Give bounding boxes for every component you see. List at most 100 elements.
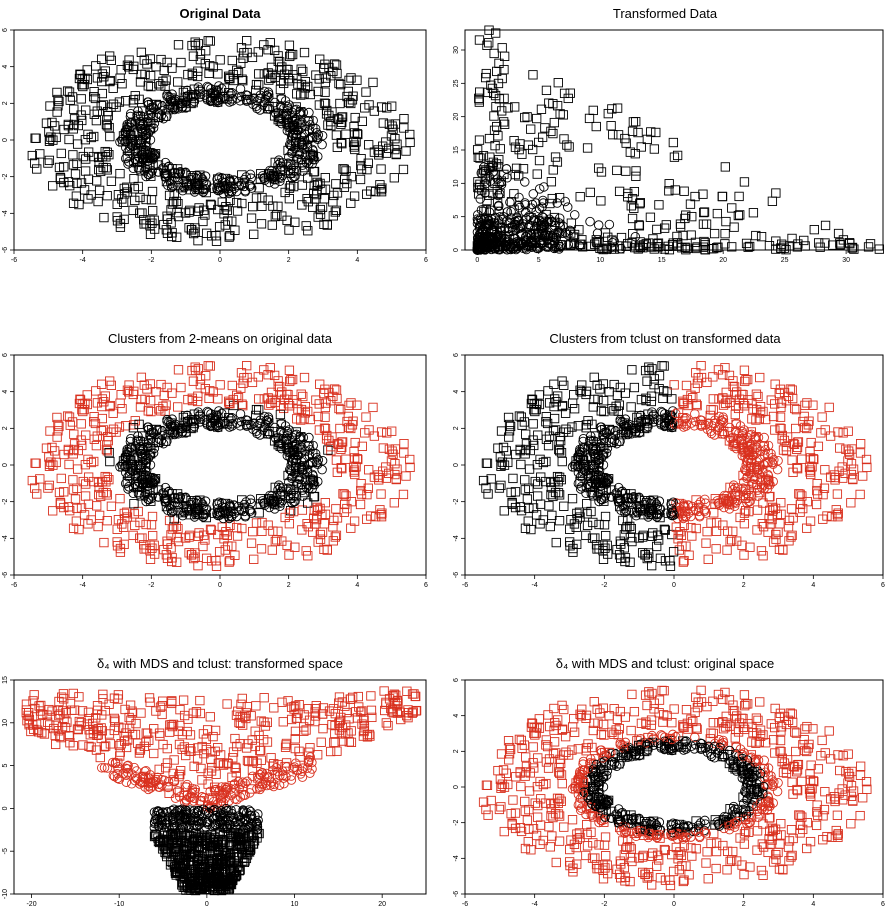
data-point-square <box>703 554 713 564</box>
data-point-square <box>167 721 177 732</box>
data-point-square <box>284 365 295 375</box>
data-point-circle <box>200 183 211 194</box>
data-point-square <box>472 145 483 155</box>
data-point-square <box>545 198 555 209</box>
data-point-circle <box>578 467 588 477</box>
data-point-square <box>503 103 513 113</box>
data-point-square <box>717 191 727 202</box>
chart-title: Clusters from tclust on transformed data <box>549 331 781 346</box>
data-point-square <box>141 544 151 554</box>
data-point-square <box>783 391 794 402</box>
data-point-circle <box>298 166 308 176</box>
data-point-square <box>376 509 386 520</box>
data-point-square <box>44 155 55 166</box>
data-point-circle <box>611 438 622 449</box>
data-point-circle <box>234 180 244 191</box>
x-tick-label: 4 <box>811 582 815 589</box>
data-point-circle <box>305 752 316 762</box>
data-point-square <box>81 430 91 440</box>
data-point-square <box>811 499 822 510</box>
data-point-square <box>601 530 611 541</box>
data-point-circle <box>212 421 222 431</box>
y-tick-label: -6 <box>2 572 9 578</box>
data-point-circle <box>553 239 564 249</box>
data-point-square <box>270 72 280 83</box>
data-point-square <box>222 205 232 215</box>
data-point-circle <box>168 181 178 191</box>
data-point-circle <box>194 805 204 816</box>
data-point-circle <box>617 486 628 497</box>
data-point-square <box>27 475 37 486</box>
data-point-square <box>567 422 577 432</box>
data-point-circle <box>214 497 224 507</box>
data-point-square <box>142 728 153 738</box>
data-point-circle <box>592 228 603 239</box>
data-point-square <box>320 99 331 109</box>
data-point-square <box>99 212 109 223</box>
data-point-square <box>54 487 65 498</box>
data-point-square <box>846 498 856 508</box>
data-point-square <box>478 475 489 486</box>
data-point-square <box>553 391 563 401</box>
data-point-circle <box>152 99 163 110</box>
data-point-square <box>299 414 309 424</box>
data-point-circle <box>260 94 271 104</box>
data-point-square <box>278 403 289 414</box>
x-tick-label: 10 <box>596 257 604 264</box>
data-point-square <box>664 186 674 196</box>
data-point-circle <box>138 132 148 143</box>
data-point-square <box>68 485 79 495</box>
data-point-square <box>320 412 330 422</box>
data-point-square <box>178 695 189 705</box>
data-point-square <box>144 735 154 745</box>
data-point-square <box>187 68 197 78</box>
data-point-square <box>337 139 347 149</box>
data-point-circle <box>127 466 138 476</box>
data-point-circle <box>753 491 763 501</box>
data-point-square <box>59 124 69 135</box>
data-point-circle <box>741 460 752 470</box>
data-point-square <box>614 186 625 197</box>
data-point-circle <box>163 487 173 497</box>
data-point-circle <box>654 496 665 506</box>
data-point-circle <box>133 431 143 441</box>
data-point-square <box>68 741 78 751</box>
data-point-circle <box>503 226 514 236</box>
data-point-square <box>164 788 174 798</box>
data-point-circle <box>659 420 670 431</box>
x-tick-label: 2 <box>287 582 291 589</box>
data-point-square <box>320 184 331 194</box>
data-point-square <box>205 199 216 209</box>
data-point-square <box>685 199 696 209</box>
data-point-square <box>520 475 530 485</box>
data-point-square <box>102 490 112 500</box>
x-tick-label: -20 <box>26 901 36 908</box>
data-point-circle <box>125 434 136 444</box>
data-point-square <box>520 112 530 123</box>
data-point-circle <box>746 462 756 473</box>
data-point-square <box>184 207 194 217</box>
data-point-circle <box>476 168 487 178</box>
data-point-circle <box>143 146 153 157</box>
data-point-square <box>268 427 278 437</box>
data-point-square <box>336 462 346 473</box>
data-point-circle <box>138 154 149 165</box>
data-point-circle <box>133 489 144 499</box>
data-point-square <box>190 37 200 47</box>
data-point-circle <box>143 100 154 110</box>
data-point-square <box>290 734 300 744</box>
data-point-circle <box>642 416 652 427</box>
data-point-circle <box>136 441 146 452</box>
data-point-square <box>105 51 115 61</box>
data-point-square <box>58 706 68 716</box>
data-point-square <box>522 112 532 122</box>
data-point-square <box>329 190 339 201</box>
data-point-square <box>281 740 291 750</box>
data-point-square <box>855 489 865 500</box>
data-point-square <box>317 202 328 212</box>
data-point-square <box>654 535 664 545</box>
data-point-square <box>92 176 102 186</box>
data-point-square <box>706 404 716 415</box>
data-point-square <box>621 166 631 176</box>
data-point-circle <box>728 485 738 495</box>
